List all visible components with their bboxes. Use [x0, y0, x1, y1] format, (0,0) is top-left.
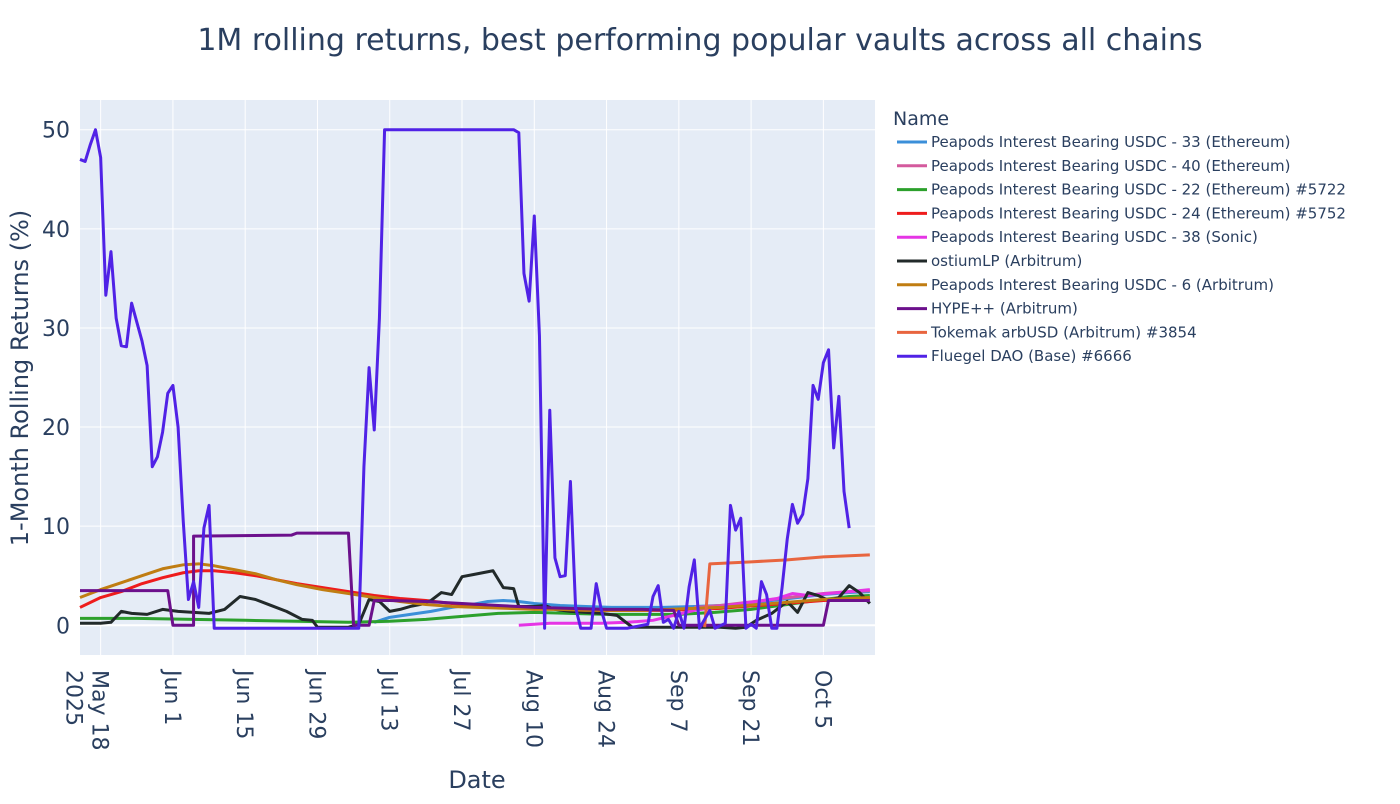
legend-item[interactable]: Tokemak arbUSD (Arbitrum) #3854 — [897, 323, 1197, 341]
legend-item[interactable]: Peapods Interest Bearing USDC - 24 (Ethe… — [897, 204, 1346, 222]
y-tick-label: 0 — [56, 614, 70, 639]
legend-label: Peapods Interest Bearing USDC - 38 (Soni… — [931, 228, 1258, 246]
legend-items[interactable]: Peapods Interest Bearing USDC - 33 (Ethe… — [897, 133, 1346, 365]
x-tick-label: Jun 15 — [231, 668, 256, 739]
legend-item[interactable]: Peapods Interest Bearing USDC - 33 (Ethe… — [897, 133, 1290, 151]
legend-label: Peapods Interest Bearing USDC - 22 (Ethe… — [931, 181, 1346, 199]
series-line[interactable] — [79, 562, 870, 612]
legend-label: Peapods Interest Bearing USDC - 33 (Ethe… — [931, 133, 1290, 151]
y-tick-label: 30 — [42, 317, 70, 342]
legend-item[interactable]: Peapods Interest Bearing USDC - 22 (Ethe… — [897, 181, 1346, 199]
legend-label: Tokemak arbUSD (Arbitrum) #3854 — [930, 323, 1197, 341]
legend-label: HYPE++ (Arbitrum) — [931, 300, 1078, 318]
y-tick-label: 40 — [42, 218, 70, 243]
y-axis-ticks: 0 10 20 30 40 50 — [42, 119, 70, 640]
x-tick-label: Sep 21 — [737, 670, 762, 746]
x-tick-label: Aug 24 — [593, 670, 618, 748]
legend-item[interactable]: Peapods Interest Bearing USDC - 38 (Soni… — [897, 228, 1258, 246]
legend[interactable]: Name Peapods Interest Bearing USDC - 33 … — [893, 108, 1346, 365]
series-line[interactable] — [80, 594, 870, 624]
x-tick-label: Jul 27 — [448, 668, 473, 732]
legend-label: Peapods Interest Bearing USDC - 6 (Arbit… — [931, 276, 1274, 294]
x-tick-label: Aug 10 — [520, 670, 545, 748]
x-tick-sublabel: 2025 — [61, 670, 86, 726]
series-line[interactable] — [80, 531, 870, 627]
chart-title: 1M rolling returns, best performing popu… — [197, 23, 1202, 58]
legend-title: Name — [893, 108, 949, 130]
legend-label: Peapods Interest Bearing USDC - 40 (Ethe… — [931, 157, 1290, 175]
x-tick-label: Oct 5 — [809, 670, 834, 729]
y-tick-label: 20 — [42, 416, 70, 441]
x-tick-label: Jul 13 — [376, 668, 401, 732]
legend-item[interactable]: Peapods Interest Bearing USDC - 40 (Ethe… — [897, 157, 1290, 175]
series-line[interactable] — [79, 128, 851, 630]
legend-item[interactable]: Fluegel DAO (Base) #6666 — [897, 347, 1132, 365]
series-line[interactable] — [80, 569, 871, 630]
legend-label: Fluegel DAO (Base) #6666 — [931, 347, 1132, 365]
legend-item[interactable]: ostiumLP (Arbitrum) — [897, 252, 1082, 270]
x-tick-label: May 18 — [87, 670, 112, 750]
legend-item[interactable]: Peapods Interest Bearing USDC - 6 (Arbit… — [897, 276, 1274, 294]
y-axis-label: 1-Month Rolling Returns (%) — [6, 210, 34, 546]
legend-label: ostiumLP (Arbitrum) — [931, 252, 1082, 270]
x-tick-label: Sep 7 — [665, 670, 690, 732]
grid-lines — [80, 100, 875, 655]
y-tick-label: 10 — [42, 515, 70, 540]
series-line[interactable] — [703, 553, 870, 628]
x-axis-label: Date — [448, 766, 505, 794]
series-lines — [79, 128, 871, 630]
legend-item[interactable]: HYPE++ (Arbitrum) — [897, 300, 1078, 318]
x-tick-label: Jun 29 — [303, 668, 328, 739]
legend-label: Peapods Interest Bearing USDC - 24 (Ethe… — [931, 204, 1346, 222]
x-tick-label: Jun 1 — [159, 668, 184, 725]
y-tick-label: 50 — [42, 119, 70, 144]
